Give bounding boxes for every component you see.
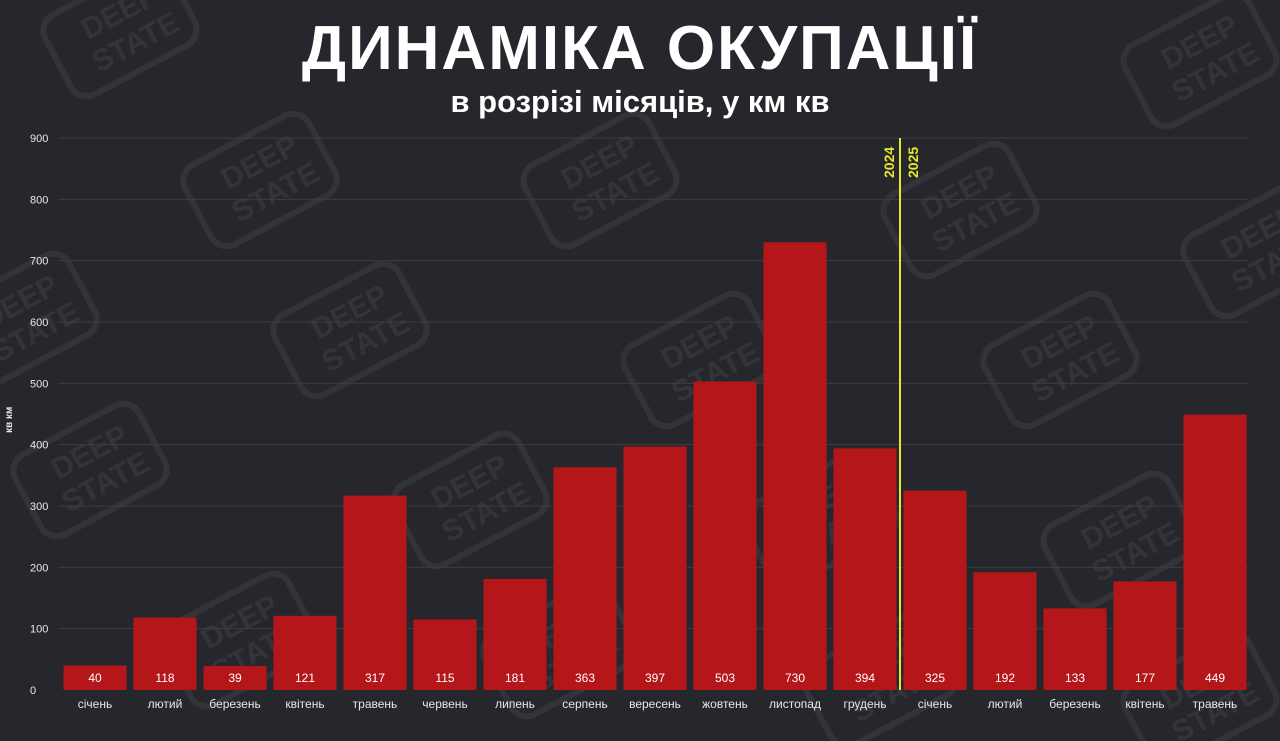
x-tick-label: жовтень xyxy=(702,697,748,711)
year-label-left: 2024 xyxy=(881,147,897,178)
x-tick-layer: січень лютий березень квітень травень червень… xyxy=(78,697,1238,711)
watermark-frame xyxy=(40,0,200,100)
watermark-frame xyxy=(390,430,550,570)
bar-value-label: 325 xyxy=(925,671,945,685)
page-title: ДИНАМІКА ОКУПАЦІЇ xyxy=(301,14,979,83)
watermark-frame xyxy=(880,140,1040,280)
bar xyxy=(63,665,127,690)
x-tick-label: квітень xyxy=(1125,697,1164,711)
bar-value-label: 39 xyxy=(228,671,242,685)
bar xyxy=(553,467,617,690)
bar xyxy=(413,619,477,690)
bar-value-label: 317 xyxy=(365,671,385,685)
bar-value-label: 177 xyxy=(1135,671,1155,685)
watermark-frame xyxy=(1180,180,1280,320)
bar xyxy=(1043,608,1107,690)
bar xyxy=(343,495,407,690)
y-tick-label: 500 xyxy=(30,378,48,390)
bar xyxy=(693,381,757,690)
watermark-frame xyxy=(520,110,680,250)
bar-value-label: 394 xyxy=(855,671,875,685)
y-axis-label: кв км xyxy=(4,406,15,434)
bar xyxy=(1113,581,1177,690)
bar-value-label: 133 xyxy=(1065,671,1085,685)
x-tick-label: квітень xyxy=(285,697,324,711)
x-tick-label: січень xyxy=(78,697,112,711)
y-tick-label: 0 xyxy=(30,685,36,697)
bar-value-label: 397 xyxy=(645,671,665,685)
page-subtitle: в розрізі місяців, у км кв xyxy=(450,84,830,119)
bar xyxy=(623,446,687,690)
bar-value-label: 40 xyxy=(88,671,102,685)
y-tick-layer: 0 100 200 300 400 500 600 700 800 900 xyxy=(30,133,48,697)
y-tick-label: 300 xyxy=(30,501,48,513)
x-tick-label: лютий xyxy=(988,697,1023,711)
x-tick-label: червень xyxy=(422,697,467,711)
bar xyxy=(203,666,267,690)
x-tick-label: січень xyxy=(918,697,952,711)
y-tick-label: 900 xyxy=(30,133,48,145)
watermark-frame xyxy=(1120,630,1280,741)
y-tick-label: 600 xyxy=(30,317,48,329)
y-tick-label: 200 xyxy=(30,562,48,574)
bar-value-label: 192 xyxy=(995,671,1015,685)
watermark-frame xyxy=(270,260,430,400)
x-tick-label: липень xyxy=(495,697,535,711)
bar xyxy=(973,572,1037,690)
watermark-frame xyxy=(1040,470,1200,610)
bar-value-label: 118 xyxy=(155,671,174,685)
x-tick-label: травень xyxy=(353,697,398,711)
bar xyxy=(903,490,967,690)
bar xyxy=(833,448,897,690)
year-divider-layer: 2024 2025 xyxy=(881,138,921,690)
watermark-frame xyxy=(180,110,340,250)
bar xyxy=(483,578,547,690)
x-tick-label: грудень xyxy=(843,697,886,711)
year-label-right: 2025 xyxy=(905,147,921,178)
bar-value-label: 363 xyxy=(575,671,595,685)
bar-value-label: 181 xyxy=(505,671,525,685)
watermark-frame xyxy=(0,250,100,390)
bar xyxy=(763,242,827,690)
bar-value-label: 449 xyxy=(1205,671,1225,685)
x-tick-label: березень xyxy=(1049,697,1100,711)
x-tick-label: травень xyxy=(1193,697,1238,711)
bar xyxy=(133,617,197,690)
bar-value-label: 730 xyxy=(785,671,805,685)
y-tick-label: 700 xyxy=(30,256,48,268)
bar xyxy=(273,615,337,690)
data-label-layer: 40 118 39 121 317 115 181 363 397 503 730 394 325 192… xyxy=(88,671,1225,685)
bar-value-label: 115 xyxy=(435,671,454,685)
y-tick-label: 800 xyxy=(30,194,48,206)
x-tick-label: листопад xyxy=(769,697,821,711)
bar xyxy=(1183,414,1247,690)
x-tick-label: березень xyxy=(209,697,260,711)
bar-value-label: 121 xyxy=(295,671,315,685)
y-tick-label: 100 xyxy=(30,624,48,636)
watermark-frame xyxy=(10,400,170,540)
x-tick-label: серпень xyxy=(562,697,607,711)
watermark-frame xyxy=(980,290,1140,430)
x-tick-label: вересень xyxy=(629,697,681,711)
bar-layer xyxy=(63,242,1247,690)
watermark-frame xyxy=(1120,0,1280,130)
y-tick-label: 400 xyxy=(30,440,48,452)
bar-value-label: 503 xyxy=(715,671,735,685)
x-tick-label: лютий xyxy=(148,697,183,711)
